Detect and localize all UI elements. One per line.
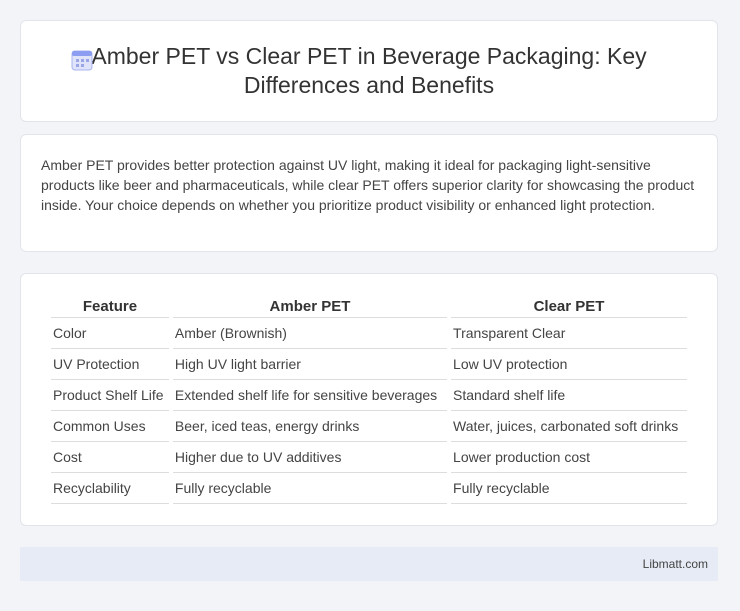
column-header: Clear PET (451, 294, 687, 318)
header-card: Amber PET vs Clear PET in Beverage Packa… (20, 20, 718, 122)
cell: Recyclability (51, 473, 169, 504)
comparison-table: Feature Amber PET Clear PET Color Amber (Bro… (47, 294, 691, 504)
title: Amber PET vs Clear PET in Beverage Packa… (91, 43, 647, 98)
cell: Amber (Brownish) (172, 318, 448, 349)
cell: Color (51, 318, 169, 349)
cell: Low UV protection (451, 349, 687, 380)
header-row: Feature Amber PET Clear PET (51, 294, 687, 318)
table-card: Feature Amber PET Clear PET Color Amber (Bro… (20, 273, 718, 526)
cell: UV Protection (51, 349, 169, 380)
column-header: Feature (51, 294, 169, 318)
cell: Standard shelf life (451, 380, 687, 411)
row: UV Protection High UV light barrier Low UV… (51, 349, 687, 380)
cell: Common Uses (51, 411, 169, 442)
summary: Amber PET provides better protection aga… (41, 157, 695, 213)
cell: Product Shelf Life (51, 380, 169, 411)
row: Recyclability Fully recyclable Fully recyc… (51, 473, 687, 504)
footer: Libmatt.com (20, 547, 718, 581)
cell: Beer, iced teas, energy drinks (172, 411, 448, 442)
row: Common Uses Beer, iced teas, energy drink… (51, 411, 687, 442)
row: Cost Higher due to UV additives Lower prod… (51, 442, 687, 473)
cell: Fully recyclable (451, 473, 687, 504)
cell: Higher due to UV additives (172, 442, 448, 473)
cell: Water, juices, carbonated soft drinks (451, 411, 687, 442)
row: Product Shelf Life Extended shelf life fo… (51, 380, 687, 411)
cell: Cost (51, 442, 169, 473)
cell: Fully recyclable (172, 473, 448, 504)
cell: Transparent Clear (451, 318, 687, 349)
cell: Extended shelf life for sensitive bevera… (172, 380, 448, 411)
row: Color Amber (Brownish) Transparent Clear (51, 318, 687, 349)
column-header: Amber PET (172, 294, 448, 318)
calendar-icon (71, 50, 93, 71)
cell: Lower production cost (451, 442, 687, 473)
summary-card: Amber PET provides better protection aga… (20, 134, 718, 252)
source: Libmatt.com (642, 557, 708, 571)
cell: High UV light barrier (172, 349, 448, 380)
